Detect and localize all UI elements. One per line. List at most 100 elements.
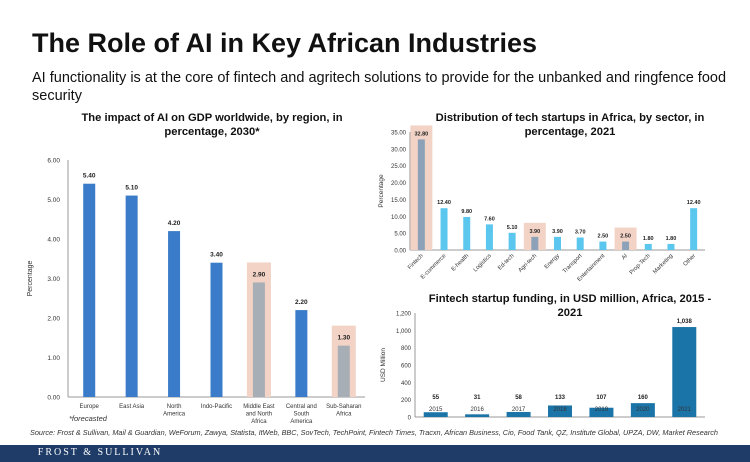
startups-category-label: Ed-tech xyxy=(497,253,515,271)
startups-bar xyxy=(417,139,425,250)
gdp-value-label: 5.10 xyxy=(125,185,138,192)
startups-category-label: AI xyxy=(621,253,629,261)
startups-value-label: 32.80 xyxy=(414,131,428,137)
funding-value-label: 1,038 xyxy=(677,319,693,325)
funding-ytick-label: 600 xyxy=(401,364,412,370)
startups-value-label: 9.80 xyxy=(461,209,472,215)
startups-value-label: 12.40 xyxy=(687,200,701,206)
funding-category-label: 2021 xyxy=(678,407,692,413)
startups-ytick-label: 30.00 xyxy=(391,147,407,153)
forecast-note: *forecasted xyxy=(69,414,107,423)
startups-bar xyxy=(508,232,516,250)
gdp-bar xyxy=(83,183,96,397)
fintech-funding-chart: 0 200 400 600 800 1,000 1,200 USD Million 55 2015… xyxy=(380,312,705,422)
startups-value-label: 12.40 xyxy=(437,200,451,206)
startups-value-label: 3.90 xyxy=(529,229,540,235)
gdp-ytick-label: 4.00 xyxy=(47,237,60,244)
gdp-value-label: 5.40 xyxy=(83,173,96,180)
startups-ytick-label: 20.00 xyxy=(391,181,407,187)
funding-category-label: 2018 xyxy=(553,407,567,413)
funding-ytick-label: 0 xyxy=(408,416,412,422)
gdp-category-label: North xyxy=(167,404,182,410)
gdp-ytick-label: 5.00 xyxy=(47,197,60,204)
startups-value-label: 2.50 xyxy=(598,234,609,240)
funding-bar xyxy=(506,411,531,417)
gdp-ytick-label: 6.00 xyxy=(47,158,60,165)
gdp-bar xyxy=(252,282,265,397)
funding-category-label: 2020 xyxy=(636,407,650,413)
gdp-bar xyxy=(337,345,350,397)
startups-category-label: Transport xyxy=(562,253,584,275)
funding-ytick-label: 1,200 xyxy=(396,312,412,318)
startups-value-label: 3.90 xyxy=(552,229,563,235)
gdp-chart-title: The impact of AI on GDP worldwide, by re… xyxy=(81,112,343,138)
funding-bar xyxy=(630,403,655,417)
startups-category-label: Energy xyxy=(544,253,561,270)
startups-ytick-label: 35.00 xyxy=(391,131,407,137)
gdp-category-label: Sub-Saharan xyxy=(326,404,361,410)
gdp-ytick-label: 0.00 xyxy=(47,395,60,402)
startup-sector-chart: 0.00 5.00 10.00 15.00 20.00 25.00 30.00 35.00 Pe… xyxy=(378,125,705,283)
startups-value-label: 5.10 xyxy=(507,225,518,231)
startups-value-label: 7.60 xyxy=(484,216,495,222)
footer-bar: FROST & SULLIVAN xyxy=(0,445,750,462)
startups-bar xyxy=(690,208,698,250)
funding-ytick-label: 800 xyxy=(401,346,412,352)
funding-value-label: 133 xyxy=(555,395,566,401)
startups-highlight-bg xyxy=(523,222,546,250)
slide-title: The Role of AI in Key African Industries xyxy=(32,28,538,58)
gdp-category-label: America xyxy=(290,419,313,425)
gdp-category-label: Indo-Pacific xyxy=(201,404,232,410)
startups-chart-title: Distribution of tech startups in Africa,… xyxy=(435,112,705,138)
gdp-category-label: and North xyxy=(246,412,272,418)
gdp-value-label: 2.90 xyxy=(253,271,266,278)
startups-category-label: Other xyxy=(683,253,698,268)
startups-bar xyxy=(485,224,493,250)
footer-brand: FROST & SULLIVAN xyxy=(37,447,163,458)
startups-ylabel: Percentage xyxy=(378,174,385,208)
startups-bar xyxy=(554,236,561,250)
funding-chart-title: Fintech startup funding, in USD million,… xyxy=(428,293,712,319)
funding-ylabel: USD Million xyxy=(380,348,387,382)
gdp-category-label: Central and xyxy=(286,404,317,410)
startups-value-label: 1.80 xyxy=(643,236,654,242)
startups-category-label: Marketing xyxy=(652,253,674,275)
gdp-category-label: Middle East xyxy=(243,404,275,410)
startups-ytick-label: 10.00 xyxy=(391,215,407,221)
gdp-ytick-label: 3.00 xyxy=(47,276,60,283)
funding-bar xyxy=(548,405,572,417)
funding-value-label: 160 xyxy=(638,395,649,401)
funding-value-label: 107 xyxy=(596,395,607,401)
gdp-value-label: 1.30 xyxy=(337,335,350,342)
funding-bar xyxy=(423,412,448,417)
gdp-ylabel: Percentage xyxy=(27,260,34,296)
gdp-bar xyxy=(295,310,308,397)
gdp-category-label: East Asia xyxy=(119,404,145,410)
startups-ytick-label: 5.00 xyxy=(394,232,406,238)
gdp-bar xyxy=(210,262,223,397)
startups-bar xyxy=(576,237,584,250)
startups-bar xyxy=(622,241,630,250)
funding-category-label: 2019 xyxy=(595,407,609,413)
gdp-ytick-label: 2.00 xyxy=(47,316,60,323)
gdp-category-label: Africa xyxy=(336,412,352,418)
funding-category-label: 2017 xyxy=(512,407,526,413)
startups-ytick-label: 0.00 xyxy=(394,249,406,255)
funding-value-label: 58 xyxy=(515,395,522,401)
startups-value-label: 3.70 xyxy=(575,230,586,236)
gdp-value-label: 3.40 xyxy=(210,252,223,259)
gdp-bar xyxy=(125,195,138,397)
startups-highlight-bg xyxy=(614,227,637,250)
startups-bar xyxy=(667,243,675,250)
funding-bar xyxy=(672,327,697,417)
startups-category-label: Logistics xyxy=(473,253,493,273)
startups-bar xyxy=(531,236,539,250)
startups-category-label: Prop-Tech xyxy=(629,253,652,276)
gdp-impact-chart: 0.00 1.00 2.00 3.00 4.00 5.00 6.00 Percentage 5.… xyxy=(27,158,365,425)
gdp-ytick-label: 1.00 xyxy=(47,355,60,362)
startups-bar xyxy=(599,241,607,250)
startups-value-label: 2.50 xyxy=(620,234,631,240)
funding-ytick-label: 400 xyxy=(401,381,412,387)
startups-category-label: Agri-tech xyxy=(518,253,539,274)
funding-value-label: 55 xyxy=(432,395,439,401)
